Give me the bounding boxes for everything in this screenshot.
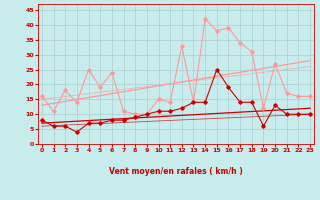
X-axis label: Vent moyen/en rafales ( km/h ): Vent moyen/en rafales ( km/h ) bbox=[109, 167, 243, 176]
